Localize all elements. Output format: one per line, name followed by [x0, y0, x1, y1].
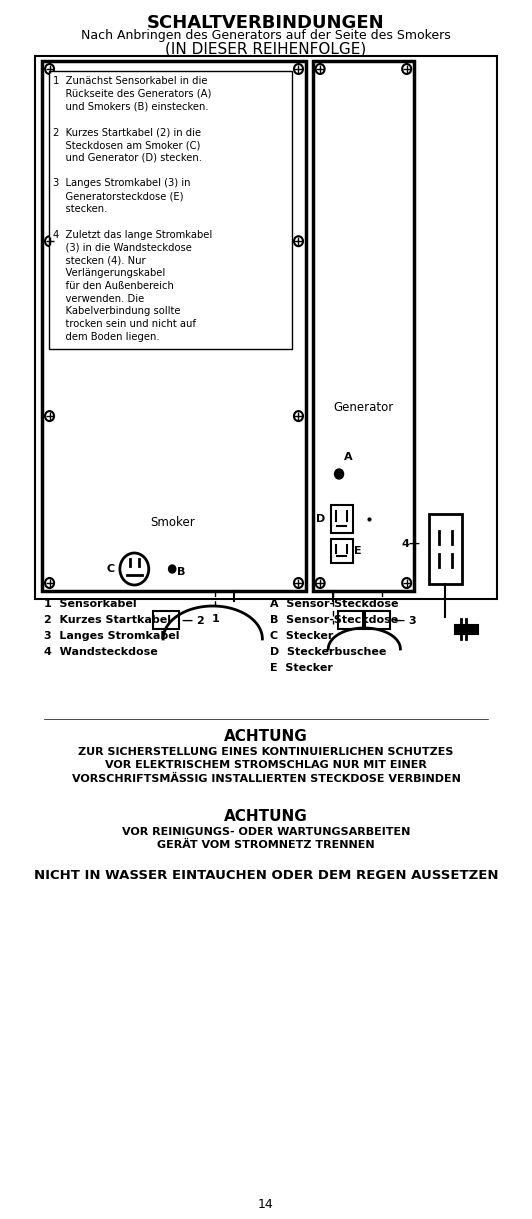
- Circle shape: [335, 469, 344, 479]
- Text: B: B: [177, 567, 185, 577]
- Bar: [153, 611, 179, 629]
- Text: 1  Zunächst Sensorkabel in die
    Rückseite des Generators (A)
    und Smokers : 1 Zunächst Sensorkabel in die Rückseite …: [53, 76, 212, 343]
- Bar: [429, 514, 462, 584]
- Bar: [331, 539, 353, 563]
- Bar: [331, 505, 353, 533]
- Text: 1  Sensorkabel: 1 Sensorkabel: [44, 599, 137, 610]
- Text: NICHT IN WASSER EINTAUCHEN ODER DEM REGEN AUSSETZEN: NICHT IN WASSER EINTAUCHEN ODER DEM REGE…: [34, 869, 498, 883]
- Text: — 3: — 3: [394, 616, 417, 627]
- Bar: [43, 61, 306, 591]
- Bar: [365, 611, 390, 629]
- Text: 3  Langes Stromkabel: 3 Langes Stromkabel: [44, 631, 180, 641]
- Bar: [313, 61, 414, 591]
- Text: ACHTUNG: ACHTUNG: [224, 729, 308, 744]
- Text: D: D: [317, 514, 326, 524]
- Text: B  Sensor-Steckdose: B Sensor-Steckdose: [270, 616, 398, 625]
- Text: E: E: [354, 546, 362, 556]
- Text: ACHTUNG: ACHTUNG: [224, 809, 308, 824]
- Text: C: C: [106, 564, 114, 574]
- Text: A: A: [344, 452, 352, 462]
- Text: 4—: 4—: [401, 539, 420, 549]
- Text: Nach Anbringen des Generators auf der Seite des Smokers: Nach Anbringen des Generators auf der Se…: [81, 29, 451, 41]
- Bar: [48, 71, 292, 349]
- Text: 4  Wandsteckdose: 4 Wandsteckdose: [44, 647, 158, 657]
- FancyBboxPatch shape: [35, 56, 497, 599]
- Text: 2  Kurzes Startkabel: 2 Kurzes Startkabel: [44, 616, 171, 625]
- Text: ZUR SICHERSTELLUNG EINES KONTINUIERLICHEN SCHUTZES
VOR ELEKTRISCHEM STROMSCHLAG : ZUR SICHERSTELLUNG EINES KONTINUIERLICHE…: [72, 747, 460, 784]
- Text: D  Steckerbuscheе: D Steckerbuscheе: [270, 647, 386, 657]
- Text: C  Stecker: C Stecker: [270, 631, 333, 641]
- Text: SCHALTVERBINDUNGEN: SCHALTVERBINDUNGEN: [147, 13, 385, 32]
- Text: VOR REINIGUNGS- ODER WARTUNGSARBEITEN
GERÄT VOM STROMNETZ TRENNEN: VOR REINIGUNGS- ODER WARTUNGSARBEITEN GE…: [122, 826, 410, 851]
- Text: 1: 1: [212, 614, 219, 624]
- Text: E  Stecker: E Stecker: [270, 663, 332, 673]
- Text: Generator: Generator: [333, 401, 394, 414]
- Text: — 2: — 2: [182, 616, 205, 627]
- Text: (IN DIESER REIHENFOLGE): (IN DIESER REIHENFOLGE): [165, 41, 367, 56]
- Text: Smoker: Smoker: [151, 516, 195, 529]
- Text: 14: 14: [258, 1198, 274, 1210]
- Text: A  Sensor-Steckdose: A Sensor-Steckdose: [270, 599, 398, 610]
- Bar: [338, 611, 363, 629]
- Circle shape: [169, 564, 176, 573]
